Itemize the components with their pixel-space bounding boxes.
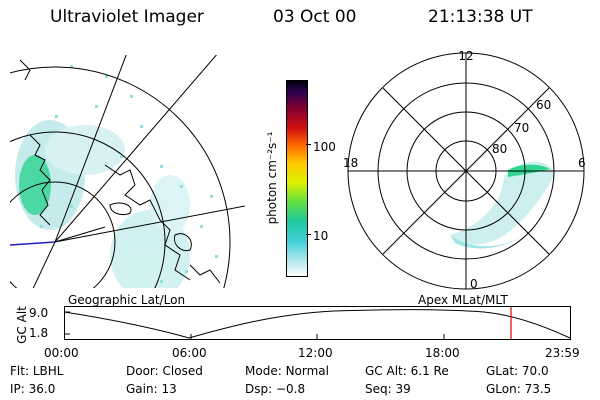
seq-value: 39: [395, 382, 411, 396]
glat-label: GLat:: [486, 364, 519, 378]
info-flt: Flt: LBHL: [10, 364, 63, 378]
x-tick-0000: 00:00: [44, 346, 79, 360]
info-dsp: Dsp: −0.8: [245, 382, 305, 396]
dsp-value: −0.8: [275, 382, 306, 396]
apex-label: Apex MLat/MLT: [418, 293, 508, 307]
info-glon: GLon: 73.5: [486, 382, 551, 396]
observation-time: 21:13:38 UT: [428, 7, 533, 27]
mlat-label-70: 70: [514, 121, 529, 135]
gc-alt-value: 6.1 Re: [410, 364, 449, 378]
door-label: Door:: [126, 364, 159, 378]
info-glat: GLat: 70.0: [486, 364, 549, 378]
polar-plot: 12 18 6 0 60 70 80: [343, 49, 586, 291]
flt-value: LBHL: [32, 364, 64, 378]
altitude-plot: [64, 306, 571, 340]
mlt-label-0: 0: [470, 277, 478, 291]
y-tick-9: 9.0: [29, 306, 49, 320]
glat-value: 70.0: [521, 364, 549, 378]
observation-date: 03 Oct 00: [273, 7, 357, 27]
colorbar-tick-mark: [306, 144, 311, 145]
mlt-label-12: 12: [458, 49, 473, 63]
x-tick-2359: 23:59: [545, 346, 580, 360]
mode-value: Normal: [285, 364, 329, 378]
instrument-title: Ultraviolet Imager: [50, 7, 204, 27]
mlat-label-80: 80: [492, 142, 507, 156]
colorbar-unit-label: photon cm⁻²s⁻¹: [265, 131, 279, 225]
terminator-line: [10, 241, 56, 246]
aurora-emission-left: [15, 120, 190, 288]
altitude-curve: [64, 309, 571, 339]
seq-label: Seq:: [365, 382, 392, 396]
dsp-label: Dsp:: [245, 382, 273, 396]
y-tick-1.8: 1.8: [29, 326, 49, 340]
x-tick-1200: 12:00: [298, 346, 333, 360]
gc-alt-label: GC Alt:: [365, 364, 407, 378]
info-gain: Gain: 13: [126, 382, 177, 396]
x-tick-0600: 06:00: [172, 346, 207, 360]
mlt-label-6: 6: [578, 156, 586, 170]
gain-value: 13: [161, 382, 177, 396]
flt-label: Flt:: [10, 364, 29, 378]
colorbar-tick-mark: [306, 234, 311, 235]
geographic-label: Geographic Lat/Lon: [68, 293, 186, 307]
gc-alt-axis-label: GC Alt: [15, 306, 29, 344]
glon-value: 73.5: [524, 382, 552, 396]
info-seq: Seq: 39: [365, 382, 411, 396]
door-value: Closed: [162, 364, 203, 378]
ip-label: IP:: [10, 382, 25, 396]
info-ip: IP: 36.0: [10, 382, 55, 396]
speckles-left: [40, 65, 218, 283]
glon-label: GLon:: [486, 382, 521, 396]
colorbar-tick-100: 100: [313, 140, 336, 154]
mode-label: Mode:: [245, 364, 282, 378]
info-mode: Mode: Normal: [245, 364, 329, 378]
mlat-label-60: 60: [536, 98, 551, 112]
ip-value: 36.0: [28, 382, 56, 396]
gain-label: Gain:: [126, 382, 158, 396]
info-door: Door: Closed: [126, 364, 203, 378]
info-gc-alt: GC Alt: 6.1 Re: [365, 364, 449, 378]
mlt-label-18: 18: [343, 156, 358, 170]
geographic-image: [10, 55, 245, 288]
x-tick-1800: 18:00: [425, 346, 460, 360]
coastline: [19, 59, 221, 284]
colorbar-tick-10: 10: [313, 229, 329, 243]
graticule: [10, 55, 245, 288]
colorbar: [286, 80, 308, 277]
